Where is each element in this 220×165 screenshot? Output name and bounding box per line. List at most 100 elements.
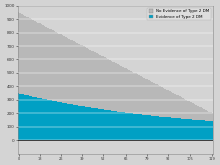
- Bar: [205, 121, 207, 140]
- Bar: [80, 45, 81, 106]
- Bar: [73, 105, 75, 140]
- Bar: [36, 22, 37, 97]
- Bar: [29, 18, 31, 96]
- Bar: [106, 58, 107, 110]
- Bar: [202, 108, 204, 120]
- Bar: [143, 115, 145, 140]
- Bar: [190, 102, 192, 119]
- Bar: [163, 88, 164, 117]
- Bar: [83, 106, 84, 140]
- Bar: [116, 63, 117, 111]
- Bar: [24, 16, 26, 95]
- Bar: [104, 110, 106, 140]
- Bar: [184, 119, 185, 140]
- Bar: [84, 47, 86, 107]
- Bar: [112, 111, 114, 140]
- Bar: [205, 110, 207, 121]
- Bar: [18, 93, 19, 140]
- Bar: [68, 39, 70, 104]
- Bar: [172, 118, 174, 140]
- Bar: [197, 106, 198, 120]
- Bar: [91, 50, 93, 108]
- Bar: [174, 94, 176, 118]
- Bar: [190, 119, 192, 140]
- Bar: [151, 82, 153, 116]
- Bar: [52, 101, 53, 140]
- Bar: [189, 119, 190, 140]
- Bar: [19, 13, 21, 94]
- Bar: [47, 100, 49, 140]
- Bar: [182, 119, 184, 140]
- Bar: [182, 98, 184, 119]
- Bar: [34, 97, 36, 140]
- Bar: [117, 112, 119, 140]
- Bar: [45, 27, 47, 99]
- Bar: [127, 69, 128, 113]
- Bar: [192, 120, 194, 140]
- Bar: [19, 94, 21, 140]
- Bar: [112, 62, 114, 111]
- Bar: [141, 115, 143, 140]
- Bar: [154, 116, 156, 140]
- Bar: [62, 35, 63, 103]
- Bar: [42, 99, 44, 140]
- Bar: [204, 109, 205, 120]
- Bar: [32, 20, 34, 97]
- Bar: [176, 95, 177, 118]
- Bar: [120, 66, 122, 112]
- Bar: [81, 46, 83, 106]
- Bar: [161, 87, 163, 117]
- Bar: [116, 111, 117, 140]
- Bar: [138, 114, 140, 140]
- Bar: [29, 96, 31, 140]
- Bar: [86, 107, 88, 140]
- Bar: [57, 102, 59, 140]
- Bar: [18, 12, 19, 93]
- Bar: [53, 31, 55, 101]
- Bar: [148, 115, 150, 140]
- Bar: [132, 72, 133, 113]
- Bar: [198, 120, 200, 140]
- Bar: [210, 121, 212, 140]
- Bar: [150, 115, 151, 140]
- Bar: [47, 28, 49, 100]
- Bar: [174, 118, 176, 140]
- Bar: [107, 110, 109, 140]
- Bar: [88, 107, 89, 140]
- Bar: [99, 55, 101, 109]
- Bar: [169, 117, 171, 140]
- Bar: [145, 115, 146, 140]
- Bar: [111, 61, 112, 111]
- Bar: [181, 119, 182, 140]
- Bar: [156, 116, 158, 140]
- Legend: No Evidence of Type 2 DM, Evidence of Type 2 DM: No Evidence of Type 2 DM, Evidence of Ty…: [147, 8, 211, 20]
- Bar: [158, 116, 159, 140]
- Bar: [124, 112, 125, 140]
- Bar: [93, 51, 94, 108]
- Bar: [207, 111, 208, 121]
- Bar: [55, 101, 57, 140]
- Bar: [62, 103, 63, 140]
- Bar: [93, 108, 94, 140]
- Bar: [94, 108, 96, 140]
- Bar: [168, 90, 169, 117]
- Bar: [31, 96, 32, 140]
- Bar: [140, 114, 141, 140]
- Bar: [132, 113, 133, 140]
- Bar: [125, 113, 127, 140]
- Bar: [194, 120, 195, 140]
- Bar: [75, 105, 76, 140]
- Bar: [67, 104, 68, 140]
- Bar: [146, 115, 148, 140]
- Bar: [63, 103, 65, 140]
- Bar: [23, 94, 24, 140]
- Bar: [151, 116, 153, 140]
- Bar: [65, 103, 67, 140]
- Bar: [37, 23, 39, 98]
- Bar: [197, 120, 198, 140]
- Bar: [44, 99, 45, 140]
- Bar: [130, 113, 132, 140]
- Bar: [179, 118, 181, 140]
- Bar: [45, 99, 47, 140]
- Bar: [72, 40, 73, 104]
